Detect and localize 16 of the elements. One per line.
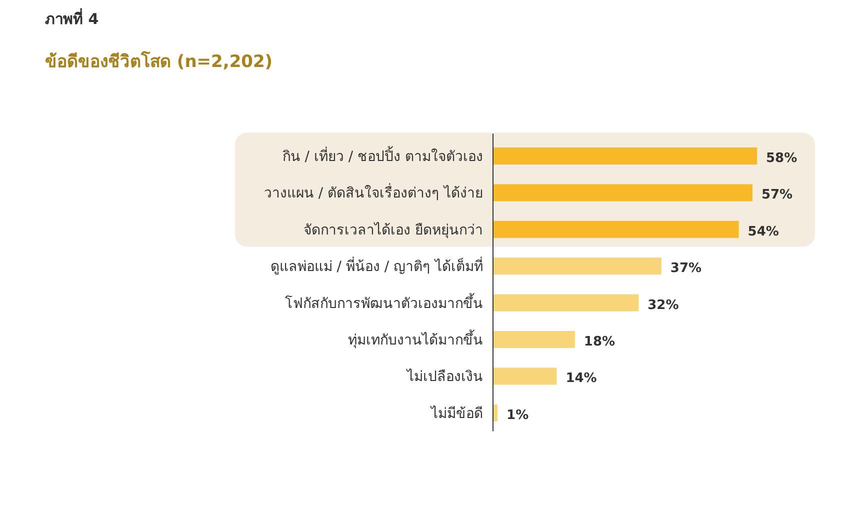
data-label: 32% bbox=[648, 298, 679, 313]
data-label: 37% bbox=[670, 261, 702, 276]
category-label: โฟกัสกับการพัฒนาตัวเองมากขึ้น bbox=[285, 296, 483, 312]
data-label: 54% bbox=[748, 224, 779, 240]
category-label: วางแผน / ตัดสินใจเรื่องต่างๆ ได้ง่าย bbox=[264, 186, 483, 202]
data-label: 58% bbox=[766, 151, 798, 166]
subtitle: ข้อดีของชีวิตโสด (n=2,202) bbox=[45, 52, 273, 72]
category-label: ไม่เปลืองเงิน bbox=[407, 369, 483, 386]
data-label: 57% bbox=[761, 188, 793, 203]
category-label: ไม่มีข้อดี bbox=[431, 406, 483, 422]
data-label: 18% bbox=[584, 334, 616, 350]
title: ภาพที่ 4 bbox=[45, 10, 99, 28]
category-label: ดูแลพ่อแม่ / พี่น้อง / ญาติๆ ได้เต็มที่ bbox=[270, 259, 483, 276]
category-label: จัดการเวลาได้เอง ยืดหยุ่นกว่า bbox=[304, 222, 483, 238]
data-label: 1% bbox=[506, 408, 529, 423]
data-label: 14% bbox=[566, 371, 597, 386]
